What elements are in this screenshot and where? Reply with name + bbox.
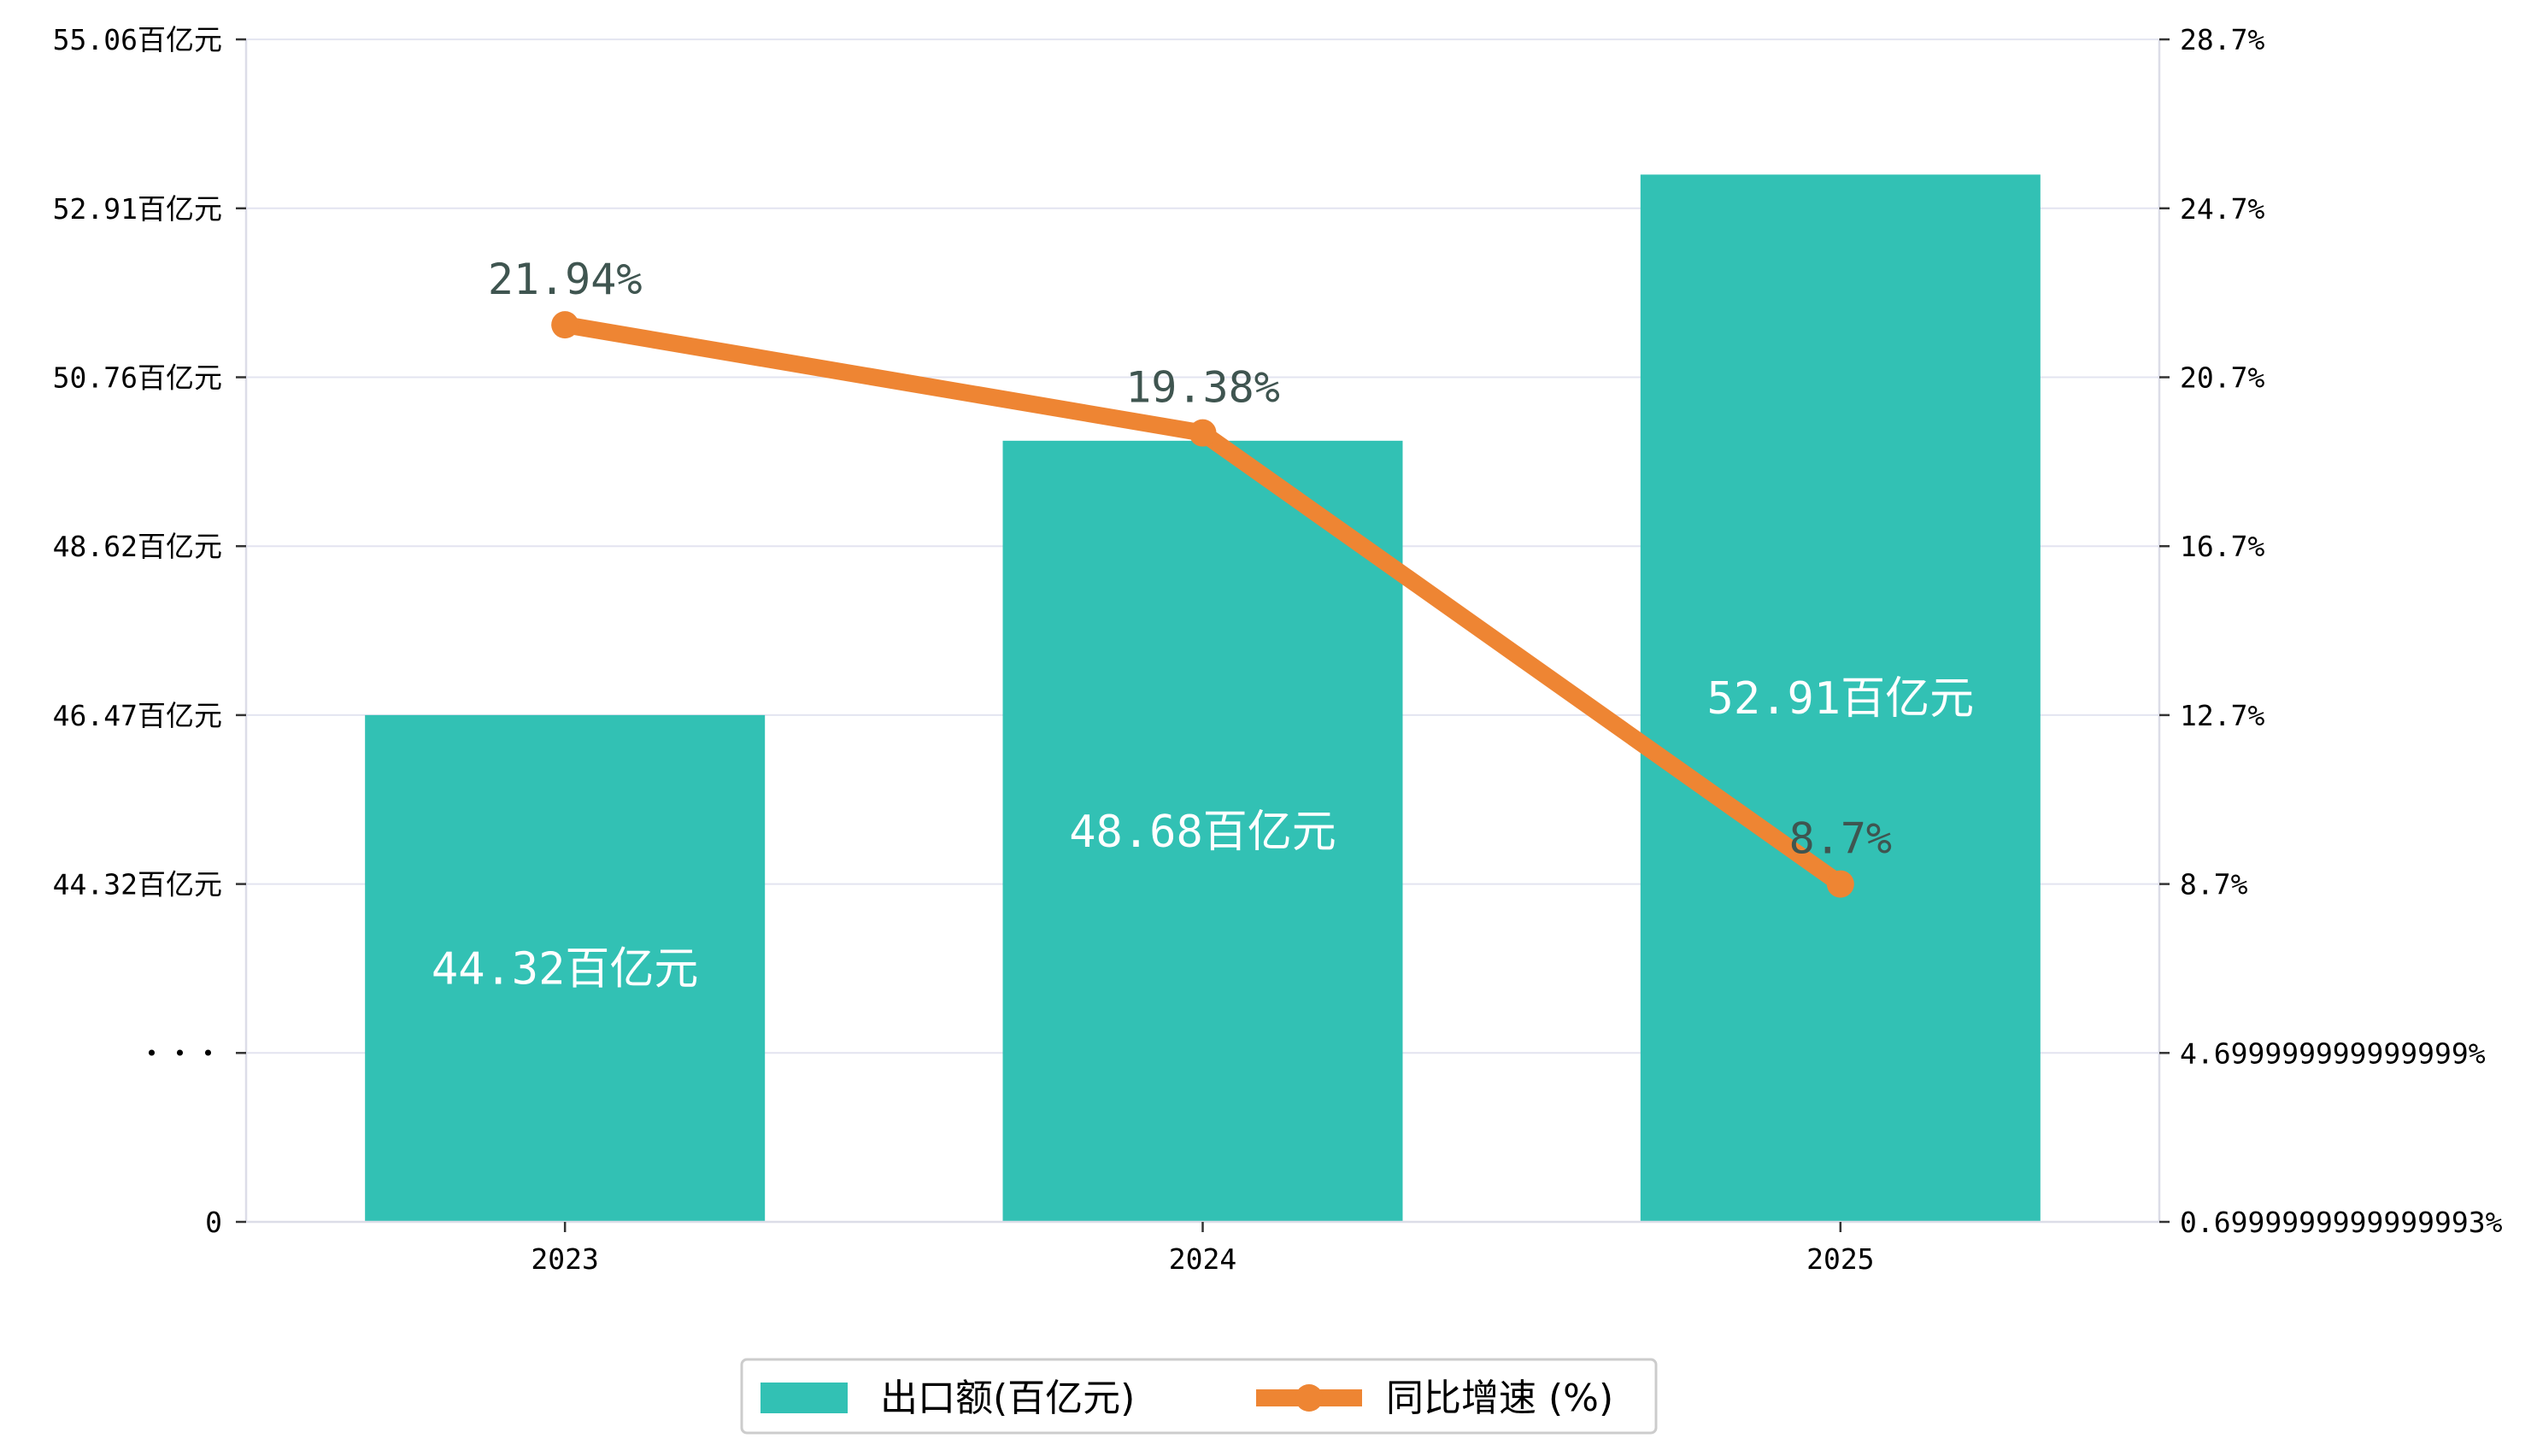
bar	[1002, 440, 1403, 1222]
right-tick-label: 28.7%	[2180, 23, 2264, 56]
right-tick-label: 24.7%	[2180, 192, 2264, 226]
legend-label-bar: 出口额(百亿元)	[880, 1377, 1135, 1420]
bar-data-label: 44.32百亿元	[432, 943, 699, 995]
left-tick-label: 46.47百亿元	[53, 699, 222, 732]
left-axis-ticks: 0 ・・・ 44.32百亿元 46.47百亿元 48.62百亿元 50.76百亿元 52.9…	[53, 23, 246, 1239]
line-data-label: 19.38%	[1125, 363, 1280, 413]
right-tick-label: 20.7%	[2180, 361, 2264, 395]
legend: 出口额(百亿元) 同比增速 (%)	[740, 1358, 1658, 1435]
line-marker	[1826, 870, 1854, 898]
data-labels: 44.32百亿元 48.68百亿元 52.91百亿元 21.94% 19.38% 8.7%	[432, 255, 1974, 995]
bar-series	[365, 174, 2041, 1223]
bar-data-label: 48.68百亿元	[1069, 807, 1336, 858]
line-data-label: 21.94%	[488, 255, 643, 304]
right-tick-label: 4.699999999999999%	[2180, 1036, 2486, 1070]
left-tick-label: 55.06百亿元	[53, 23, 222, 56]
left-tick-label: 44.32百亿元	[53, 868, 222, 901]
legend-label-line: 同比增速 (%)	[1386, 1377, 1613, 1420]
line-data-label: 8.7%	[1789, 814, 1892, 864]
right-tick-label: 12.7%	[2180, 699, 2264, 732]
right-tick-label: 8.7%	[2180, 868, 2248, 901]
bar	[365, 714, 766, 1222]
left-tick-label: ・・・	[138, 1036, 222, 1070]
legend-frame	[740, 1358, 1658, 1435]
line-marker	[1189, 419, 1217, 447]
right-axis-ticks: 0.6999999999999993% 4.699999999999999% 8.7…	[2159, 23, 2503, 1239]
legend-swatch-marker	[1295, 1384, 1323, 1412]
x-tick-label: 2024	[1169, 1242, 1236, 1276]
left-tick-label: 0	[205, 1206, 222, 1239]
bar	[1640, 174, 2041, 1223]
line-series	[551, 311, 1854, 898]
x-tick-label: 2023	[531, 1242, 598, 1276]
right-tick-label: 16.7%	[2180, 530, 2264, 563]
bar-data-label: 52.91百亿元	[1707, 673, 1975, 725]
left-tick-label: 48.62百亿元	[53, 530, 222, 563]
right-tick-label: 0.6999999999999993%	[2180, 1206, 2503, 1239]
left-tick-label: 52.91百亿元	[53, 192, 222, 226]
x-tick-label: 2025	[1806, 1242, 1874, 1276]
x-axis-ticks: 2023 2024 2025	[531, 1222, 1875, 1276]
left-tick-label: 50.76百亿元	[53, 361, 222, 395]
legend-swatch-bar	[761, 1383, 848, 1413]
line-marker	[551, 311, 579, 339]
